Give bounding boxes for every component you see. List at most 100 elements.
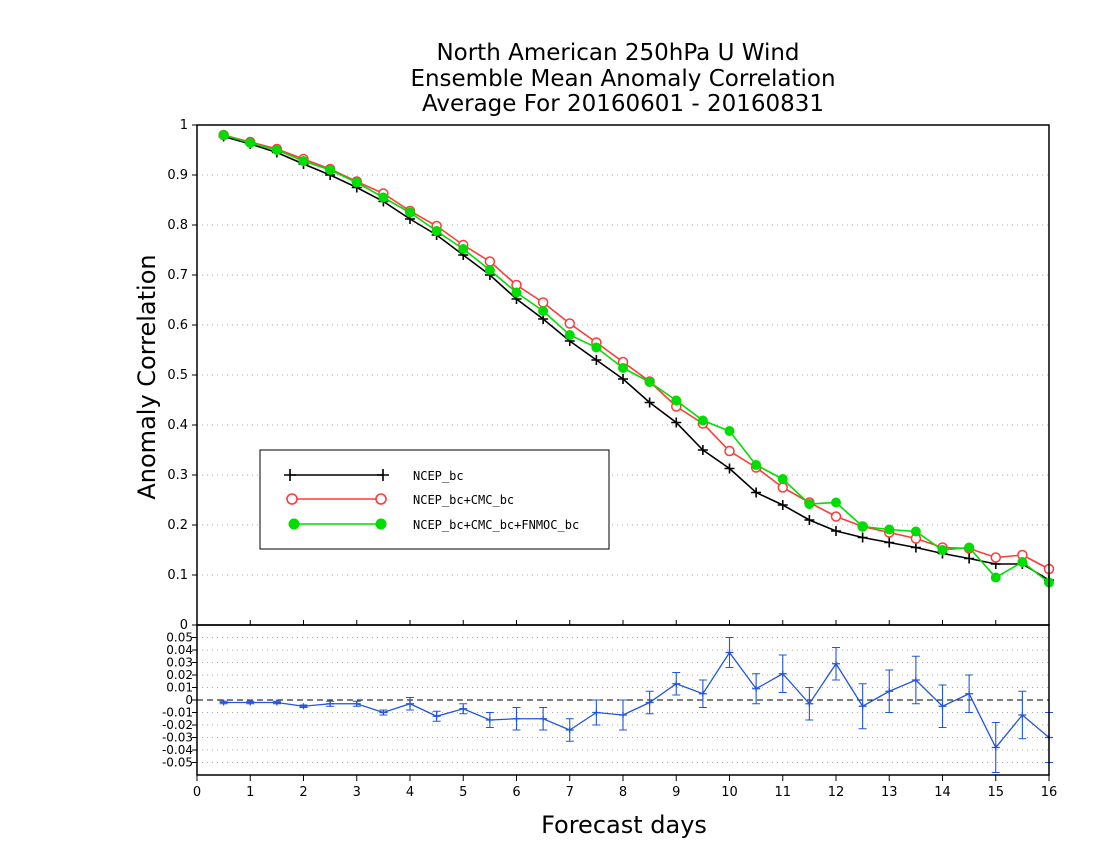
series-2-point [857, 521, 868, 532]
diff-y-tick-label: -0.04 [162, 743, 193, 757]
x-tick-label: 2 [299, 785, 307, 800]
x-tick-label: 3 [353, 785, 361, 800]
series-2-point [538, 306, 549, 316]
x-axis-title: Forecast days [541, 811, 707, 839]
series-2-point [458, 244, 469, 254]
x-tick-label: 16 [1041, 785, 1058, 800]
series-0-point [857, 532, 868, 543]
series-2-point [484, 265, 495, 275]
series-2-point [245, 138, 256, 148]
diff-point [832, 660, 840, 667]
series-0-point [777, 500, 788, 510]
x-tick-label: 10 [721, 785, 738, 800]
diff-point [299, 703, 308, 710]
series-2-point [644, 377, 655, 387]
diff-series [219, 636, 1053, 774]
diff-line [223, 651, 1050, 749]
series-1-point [777, 482, 788, 493]
diff-point [512, 715, 521, 722]
series-0-point [618, 374, 628, 384]
x-tick-label: 8 [619, 785, 627, 800]
diff-point [645, 699, 654, 706]
series-1-point [990, 552, 1001, 563]
diff-point [592, 709, 601, 716]
diff-point [778, 670, 787, 677]
diff-point [938, 703, 947, 710]
x-tick-label: 13 [881, 785, 898, 800]
series-2-point [910, 526, 921, 537]
main-y-tick-label: 0.2 [167, 518, 188, 533]
diff-y-tick-label: 0 [185, 693, 193, 707]
diff-point [459, 705, 468, 712]
x-tick-label: 6 [512, 785, 520, 800]
legend-marker-ncep-cmc-2 [375, 493, 387, 505]
legend-label-ncep-cmc-fnmoc: NCEP_bc+CMC_bc+FNMOC_bc [413, 518, 579, 532]
diff-point [805, 700, 814, 707]
series-2-point [431, 226, 442, 236]
diff-point [698, 690, 707, 697]
diff-y-tick-label: -0.01 [162, 706, 193, 720]
series-2-point [1017, 557, 1028, 567]
chart-title-line-3: Average For 20160601 - 20160831 [422, 91, 824, 117]
diff-point [752, 685, 761, 692]
series-0-point [964, 553, 975, 564]
series-2-point [325, 165, 336, 175]
diff-point [485, 717, 494, 723]
series-0-point [804, 515, 815, 525]
diff-y-tick-label: 0.05 [166, 631, 193, 645]
series-1-point [537, 297, 549, 308]
diff-y-tick-label: 0.04 [166, 643, 193, 657]
diff-y-tick-label: -0.02 [162, 718, 193, 732]
diff-point [672, 680, 681, 687]
series-0-point [644, 397, 655, 408]
series-2-point [831, 497, 841, 508]
diff-point [885, 688, 894, 695]
x-tick-label: 15 [987, 785, 1004, 800]
main-y-tick-label: 0.6 [167, 318, 188, 333]
main-y-tick-label: 0.7 [167, 268, 188, 283]
series-0-point [591, 355, 602, 365]
legend-label-ncep: NCEP_bc [413, 469, 464, 483]
series-2-point [671, 395, 682, 406]
main-y-tick-label: 0.4 [167, 418, 188, 433]
y-axis-title: Anomaly Correlation [133, 254, 161, 499]
x-tick-label: 14 [934, 785, 951, 800]
diff-y-tick-label: 0.01 [166, 681, 193, 695]
diff-point [619, 712, 627, 718]
x-tick-label: 0 [193, 785, 201, 800]
x-tick-label: 12 [828, 785, 845, 800]
x-tick-label: 7 [566, 785, 574, 800]
legend-marker-ncep-cmc-fnmoc-2 [375, 518, 387, 530]
diff-point [272, 699, 281, 706]
series-2-point [405, 207, 415, 218]
legend-label-ncep-cmc: NCEP_bc+CMC_bc [413, 493, 514, 507]
diff-point [1018, 712, 1027, 718]
axes: 00.10.20.30.40.50.60.70.80.910.050.040.0… [162, 118, 1057, 800]
series-1-point [564, 318, 575, 329]
series-0-point [724, 463, 735, 474]
diff-point [352, 700, 361, 707]
diff-point [539, 715, 548, 722]
legend-marker-ncep-cmc-1 [286, 493, 298, 505]
main-y-tick-label: 0 [180, 618, 188, 633]
series-2-point [937, 545, 948, 555]
series-2-point [351, 177, 362, 188]
series-2-point [564, 330, 575, 340]
x-tick-label: 1 [246, 785, 254, 800]
main-y-tick-label: 0.8 [167, 218, 188, 233]
main-y-tick-label: 0.9 [167, 168, 188, 183]
series-2-point [697, 415, 708, 426]
series-0-point [910, 542, 921, 553]
diff-point [432, 713, 441, 720]
diff-point [406, 700, 414, 707]
diff-point [326, 700, 335, 707]
series-1-point [724, 445, 735, 457]
diff-y-tick-label: -0.03 [162, 731, 193, 745]
series-2-point [378, 192, 389, 203]
x-tick-label: 4 [406, 785, 414, 800]
diff-point [858, 703, 867, 710]
diff-point [219, 699, 228, 706]
series-2-point [804, 499, 815, 509]
series-2-point [618, 363, 628, 373]
